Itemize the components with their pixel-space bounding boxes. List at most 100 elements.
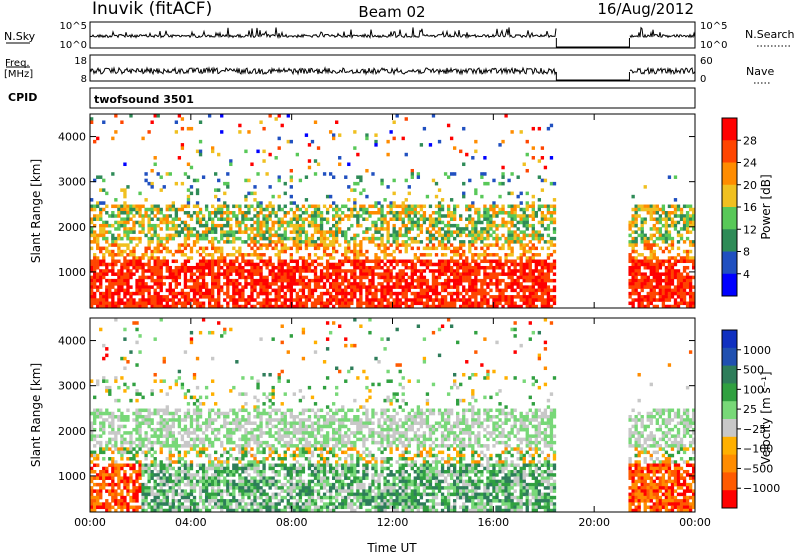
power-cell: [150, 223, 154, 228]
power-cell: [347, 227, 351, 231]
power-cell: [332, 265, 336, 270]
velocity-cell: [120, 476, 124, 480]
power-cell: [265, 275, 269, 280]
power-cell: [628, 259, 632, 264]
power-cell: [195, 191, 200, 196]
power-cell: [135, 265, 139, 270]
power-cell: [525, 288, 529, 293]
power-cell: [374, 291, 378, 296]
velocity-cell: [144, 418, 148, 422]
power-cell: [183, 275, 188, 280]
velocity-cell: [126, 447, 130, 451]
power-cell: [165, 207, 169, 212]
power-cell: [168, 291, 172, 296]
power-cell: [353, 236, 357, 241]
velocity-cell: [93, 476, 97, 480]
power-cell: [552, 272, 557, 276]
power-cell: [434, 295, 439, 299]
power-cell: [286, 265, 290, 270]
power-cell: [353, 246, 357, 251]
velocity-cell: [207, 437, 212, 442]
power-cell: [528, 249, 532, 254]
power-cell: [108, 304, 112, 309]
velocity-cell: [123, 479, 127, 484]
power-cell: [180, 227, 185, 231]
power-cell: [132, 304, 136, 309]
power-cell: [510, 236, 514, 241]
power-cell: [643, 217, 647, 221]
power-cell: [117, 204, 121, 209]
power-cell: [459, 240, 463, 244]
power-cell: [365, 207, 369, 212]
velocity-cell: [99, 476, 103, 480]
power-cell: [328, 204, 333, 209]
power-cell: [105, 191, 109, 196]
power-cell: [226, 278, 230, 283]
power-cell: [534, 230, 538, 234]
power-cell: [277, 275, 281, 280]
power-cell: [186, 198, 191, 202]
power-cell: [286, 236, 290, 241]
power-cell: [519, 253, 523, 257]
power-cell: [395, 246, 399, 251]
power-cell: [265, 223, 269, 228]
power-cell: [289, 275, 293, 280]
power-cell: [437, 272, 442, 276]
velocity-cell: [132, 463, 136, 468]
velocity-cell: [96, 489, 100, 493]
power-cell: [462, 288, 466, 293]
velocity-cell: [126, 479, 130, 484]
power-cell: [431, 278, 436, 283]
power-cell: [685, 291, 690, 296]
velocity-cell: [117, 408, 121, 413]
velocity-cell: [141, 437, 145, 442]
power-cell: [268, 201, 272, 205]
power-cell: [380, 220, 384, 225]
power-cell: [350, 298, 354, 302]
power-cell: [96, 256, 100, 260]
power-cell: [147, 130, 151, 134]
power-cell: [685, 301, 690, 306]
power-cell: [168, 285, 172, 289]
power-cell: [453, 204, 457, 209]
power-cell: [123, 191, 127, 196]
power-cell: [198, 269, 203, 273]
power-cell: [90, 198, 94, 202]
power-cell: [498, 262, 502, 267]
velocity-cell: [159, 482, 163, 487]
velocity-cell: [123, 463, 127, 468]
power-cell: [437, 243, 442, 247]
power-cell: [350, 223, 354, 228]
power-cell: [289, 246, 293, 251]
power-cell: [410, 172, 414, 176]
velocity-cell: [117, 431, 121, 435]
power-cell: [265, 204, 269, 209]
power-cell: [174, 272, 179, 276]
power-cell: [670, 223, 675, 228]
power-cell: [356, 301, 360, 306]
power-cell: [691, 275, 696, 280]
power-cell: [492, 204, 496, 209]
velocity-cell: [108, 424, 112, 429]
power-cell: [498, 288, 502, 293]
power-cell: [431, 223, 436, 228]
power-cell: [162, 217, 166, 221]
power-cell: [522, 253, 526, 257]
power-cell: [359, 275, 363, 280]
power-cell: [189, 265, 194, 270]
velocity-cell: [195, 398, 200, 403]
power-cell: [691, 217, 696, 221]
power-cell: [549, 304, 554, 309]
velocity-cell: [150, 486, 154, 490]
power-cell: [132, 301, 136, 306]
power-cell: [144, 178, 148, 183]
power-cell: [271, 211, 275, 215]
power-cell: [301, 227, 306, 231]
power-cell: [673, 262, 678, 267]
power-cell: [510, 262, 514, 267]
velocity-cell: [105, 505, 109, 510]
power-cell: [277, 298, 281, 302]
power-cell: [501, 233, 505, 238]
power-cell: [289, 256, 293, 260]
power-cell: [453, 223, 457, 228]
